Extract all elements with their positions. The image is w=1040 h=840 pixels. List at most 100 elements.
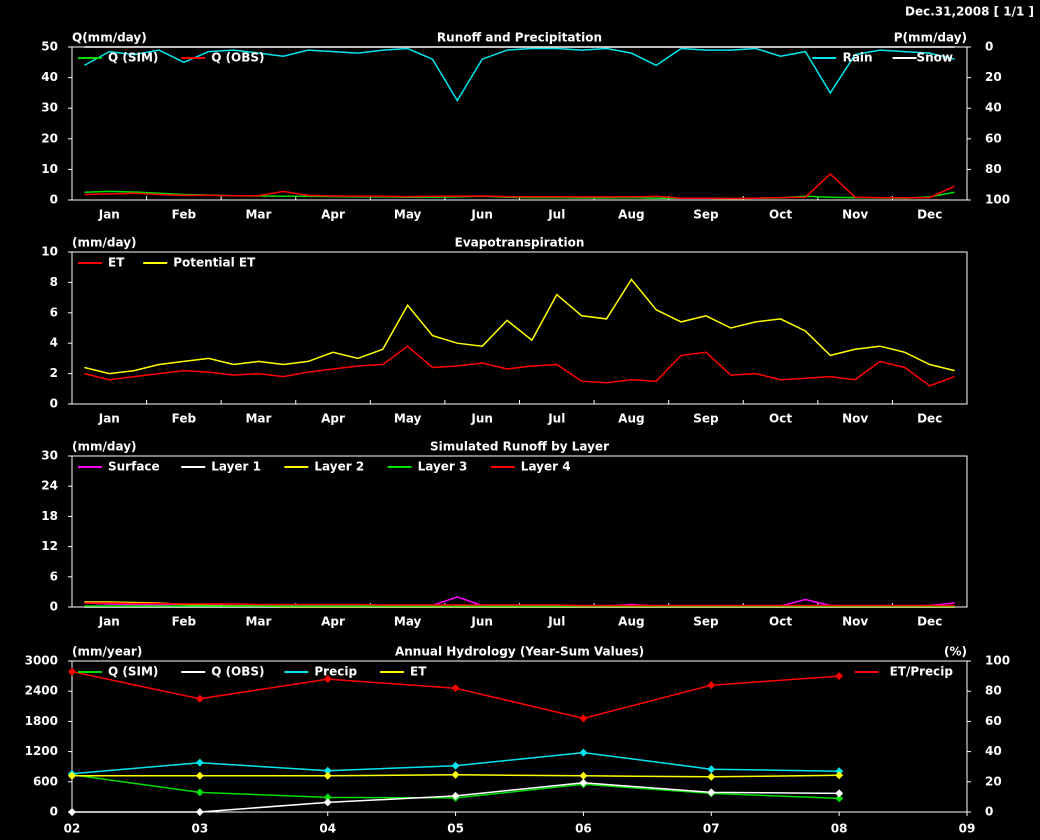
x-tick-label: 02 <box>64 822 81 836</box>
legend-label: Surface <box>108 460 160 474</box>
x-tick-label: 07 <box>703 822 720 836</box>
point-marker <box>707 772 716 781</box>
point-marker <box>68 808 76 816</box>
point-marker <box>579 714 588 723</box>
series-line <box>84 172 955 200</box>
y-axis-label: Q(mm/day) <box>72 31 147 45</box>
x-tick-label: Jun <box>470 412 493 426</box>
point-marker <box>835 672 844 681</box>
x-tick-label: 05 <box>447 822 464 836</box>
x-tick-label: Dec <box>917 208 942 222</box>
legend-label: Snow <box>916 51 953 65</box>
point-marker <box>835 794 844 803</box>
y2-tick-label: 0 <box>985 805 993 819</box>
x-tick-label: Nov <box>842 412 868 426</box>
point-marker <box>195 758 204 767</box>
point-marker <box>323 798 332 807</box>
legend-label: Layer 1 <box>211 460 261 474</box>
x-tick-label: May <box>394 208 422 222</box>
series-line <box>84 47 955 102</box>
x-tick-label: Nov <box>842 615 868 629</box>
x-tick-label: Oct <box>769 208 792 222</box>
x-tick-label: Mar <box>245 208 271 222</box>
x-tick-label: Oct <box>769 615 792 629</box>
y2-tick-label: 20 <box>985 70 1002 84</box>
y-tick-label: 24 <box>41 479 58 493</box>
x-tick-label: Jul <box>547 208 565 222</box>
legend-label: ET/Precip <box>890 665 954 679</box>
y-tick-label: 50 <box>41 40 58 54</box>
x-tick-label: Jul <box>547 615 565 629</box>
panel-title: Evapotranspiration <box>455 236 585 250</box>
y2-tick-label: 40 <box>985 744 1002 758</box>
point-marker <box>195 694 204 703</box>
x-tick-label: May <box>394 615 422 629</box>
x-tick-label: Dec <box>917 412 942 426</box>
y2-tick-label: 100 <box>985 654 1010 668</box>
point-marker <box>835 789 844 798</box>
x-tick-label: Feb <box>172 208 197 222</box>
y-tick-label: 0 <box>50 397 58 411</box>
point-marker <box>195 771 204 780</box>
y-tick-label: 8 <box>50 275 58 289</box>
legend-label: Rain <box>843 51 873 65</box>
legend-label: Q (OBS) <box>211 665 264 679</box>
x-tick-label: Jan <box>98 412 120 426</box>
date-label: Dec.31,2008 [ 1/1 ] <box>905 5 1034 19</box>
y-tick-label: 30 <box>41 101 58 115</box>
series-line <box>84 345 955 387</box>
y-tick-label: 4 <box>50 336 58 350</box>
point-marker <box>323 793 332 802</box>
y-tick-label: 18 <box>41 509 58 523</box>
legend-label: Layer 4 <box>521 460 571 474</box>
x-tick-label: Oct <box>769 412 792 426</box>
x-tick-label: Apr <box>321 615 345 629</box>
x-tick-label: 08 <box>831 822 848 836</box>
x-tick-label: Apr <box>321 412 345 426</box>
x-tick-label: 03 <box>192 822 209 836</box>
y2-axis-label: P(mm/day) <box>894 31 967 45</box>
y2-tick-label: 60 <box>985 131 1002 145</box>
x-tick-label: Sep <box>693 208 719 222</box>
x-tick-label: 04 <box>319 822 336 836</box>
y-tick-label: 20 <box>41 131 58 145</box>
y-tick-label: 1200 <box>25 744 58 758</box>
x-tick-label: Sep <box>693 615 719 629</box>
x-tick-label: Jun <box>470 615 493 629</box>
plot-frame <box>71 660 968 813</box>
y-tick-label: 6 <box>50 569 58 583</box>
y2-tick-label: 80 <box>985 684 1002 698</box>
y-tick-label: 1800 <box>25 714 58 728</box>
point-marker <box>195 808 204 816</box>
point-marker <box>68 771 76 780</box>
point-marker <box>835 767 844 776</box>
x-tick-label: 09 <box>959 822 976 836</box>
y2-tick-label: 0 <box>985 40 993 54</box>
point-marker <box>451 791 460 800</box>
x-tick-label: Nov <box>842 208 868 222</box>
y-tick-label: 0 <box>50 600 58 614</box>
y-axis-label: (mm/day) <box>72 440 137 454</box>
x-tick-label: May <box>394 412 422 426</box>
y-tick-label: 6 <box>50 305 58 319</box>
legend-label: ET <box>108 256 125 270</box>
y-tick-label: 40 <box>41 70 58 84</box>
x-tick-label: 06 <box>575 822 592 836</box>
x-tick-label: Feb <box>172 615 197 629</box>
y2-tick-label: 40 <box>985 101 1002 115</box>
point-marker <box>707 788 716 797</box>
panel-title: Simulated Runoff by Layer <box>430 440 609 454</box>
point-marker <box>451 770 460 779</box>
point-marker <box>451 684 460 693</box>
legend-label: Layer 2 <box>314 460 364 474</box>
point-marker <box>323 766 332 775</box>
x-tick-label: Aug <box>618 615 644 629</box>
y-tick-label: 10 <box>41 162 58 176</box>
y2-tick-label: 20 <box>985 774 1002 788</box>
y-tick-label: 2400 <box>25 684 58 698</box>
x-tick-label: Jul <box>547 412 565 426</box>
y-axis-label: (mm/day) <box>72 236 137 250</box>
x-tick-label: Aug <box>618 412 644 426</box>
